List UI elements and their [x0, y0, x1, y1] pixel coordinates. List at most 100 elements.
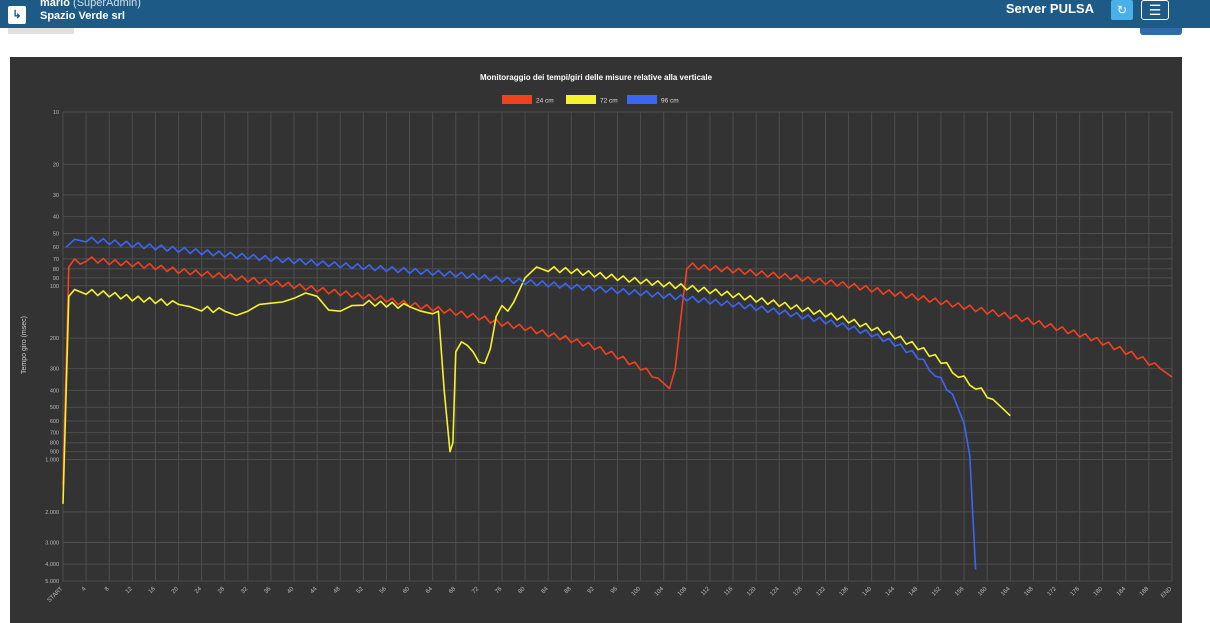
legend-label[interactable]: 24 cm: [536, 98, 554, 105]
x-axis-ticks: START 4 8 12 16 20 24 28 32 36 40 44 48 52 56 60 64 68 72 7…: [47, 586, 1174, 604]
series-line: [62, 256, 1173, 485]
x-tick-label: 12: [125, 586, 134, 595]
y-axis-ticks: 10 20 30 40 50 60 70 80 90 100 200 300 400 500 600 700 8…: [45, 110, 59, 585]
y-tick-label: 60: [53, 245, 59, 251]
y-tick-label: 500: [50, 405, 59, 411]
y-tick-label: 2.000: [45, 510, 59, 516]
user-role: (SuperAdmin): [73, 0, 141, 9]
y-tick-label: 700: [50, 431, 59, 437]
x-tick-label: 168: [1023, 586, 1035, 598]
y-tick-label: 90: [53, 276, 59, 282]
x-tick-label: 8: [104, 586, 111, 593]
server-label: Server PULSA: [1005, 1, 1094, 16]
y-tick-label: 50: [53, 231, 59, 237]
x-tick-label: 24: [194, 586, 203, 595]
hamburger-menu-icon: ☰: [1148, 2, 1162, 18]
x-tick-label: 184: [1116, 586, 1128, 598]
x-tick-label: 4: [81, 586, 88, 593]
x-tick-label: 136: [839, 586, 851, 598]
user-info: mario (SuperAdmin): [40, 0, 141, 9]
x-tick-label: START: [47, 586, 65, 604]
y-tick-label: 900: [50, 450, 59, 456]
y-tick-label: 200: [50, 336, 59, 342]
x-tick-label: 88: [564, 586, 573, 595]
chart-series: [62, 236, 1173, 570]
legend-swatch[interactable]: [627, 95, 657, 104]
y-tick-label: 3.000: [45, 540, 59, 546]
x-tick-label: 28: [217, 586, 226, 595]
x-tick-label: 188: [1139, 586, 1151, 598]
x-tick-label: END: [1160, 586, 1174, 600]
chart-grid: [62, 111, 1173, 582]
x-tick-label: 48: [333, 586, 342, 595]
x-tick-label: 116: [723, 586, 734, 597]
y-tick-label: 10: [53, 110, 59, 116]
x-tick-label: 140: [862, 586, 874, 598]
y-tick-label: 70: [53, 257, 59, 263]
x-tick-label: 84: [541, 586, 550, 595]
series-line: [62, 265, 1011, 504]
x-tick-label: 156: [954, 586, 966, 598]
y-tick-label: 4.000: [45, 562, 59, 568]
x-tick-label: 152: [931, 586, 943, 598]
x-tick-label: 112: [700, 586, 711, 597]
x-tick-label: 132: [816, 586, 828, 598]
y-tick-label: 400: [50, 388, 59, 394]
y-tick-label: 300: [50, 367, 59, 373]
x-tick-label: 144: [885, 586, 897, 598]
x-tick-label: 80: [518, 586, 527, 595]
action-button-stub[interactable]: [1140, 28, 1182, 35]
line-chart: Monitoraggio dei tempi/giri delle misure…: [21, 73, 1174, 604]
company-name: Spazio Verde srl: [40, 10, 125, 22]
x-tick-label: 68: [448, 586, 457, 595]
x-tick-label: 160: [977, 586, 989, 598]
x-tick-label: 16: [148, 586, 157, 595]
x-tick-label: 172: [1047, 586, 1059, 598]
x-tick-label: 164: [1000, 586, 1012, 598]
x-tick-label: 176: [1070, 586, 1082, 598]
y-tick-label: 800: [50, 441, 59, 447]
refresh-button[interactable]: ↻: [1111, 0, 1133, 20]
y-tick-label: 5.000: [45, 579, 59, 585]
legend-swatch[interactable]: [566, 95, 596, 104]
x-tick-label: 148: [908, 586, 920, 598]
y-tick-label: 30: [53, 193, 59, 199]
x-tick-label: 64: [425, 586, 434, 595]
x-tick-label: 128: [792, 586, 804, 598]
x-tick-label: 120: [746, 586, 758, 598]
x-tick-label: 52: [356, 586, 365, 595]
y-tick-label: 80: [53, 267, 59, 273]
x-tick-label: 72: [471, 586, 480, 595]
y-tick-label: 1.000: [45, 458, 59, 464]
y-tick-label: 20: [53, 162, 59, 168]
x-tick-label: 44: [310, 586, 319, 595]
y-tick-label: 100: [50, 284, 59, 290]
x-tick-label: 76: [494, 586, 503, 595]
refresh-icon: ↻: [1116, 3, 1128, 17]
series-line: [65, 236, 977, 570]
x-tick-label: 56: [379, 586, 388, 595]
logout-icon[interactable]: ↳: [8, 6, 26, 24]
chart-title: Monitoraggio dei tempi/giri delle misure…: [480, 73, 713, 82]
tab-stub[interactable]: [8, 28, 74, 34]
x-tick-label: 20: [171, 586, 180, 595]
y-tick-label: 600: [50, 419, 59, 425]
y-tick-label: 40: [53, 215, 59, 221]
x-tick-label: 96: [610, 586, 619, 595]
menu-button[interactable]: ☰: [1141, 0, 1169, 20]
x-tick-label: 124: [769, 586, 781, 598]
chart-legend: 24 cm 72 cm 96 cm: [502, 95, 679, 105]
legend-label[interactable]: 96 cm: [661, 98, 679, 105]
x-tick-label: 180: [1093, 586, 1105, 598]
top-navbar: ↳ mario (SuperAdmin) Spazio Verde srl Se…: [0, 0, 1210, 28]
x-tick-label: 32: [240, 586, 249, 595]
x-tick-label: 40: [286, 586, 295, 595]
legend-swatch[interactable]: [502, 95, 532, 104]
legend-label[interactable]: 72 cm: [600, 98, 618, 105]
x-tick-label: 104: [654, 586, 666, 598]
y-axis-label: Tempo giro (msec): [21, 316, 28, 374]
chart-panel: Monitoraggio dei tempi/giri delle misure…: [10, 57, 1182, 623]
x-tick-label: 100: [631, 586, 643, 598]
x-tick-label: 92: [587, 586, 596, 595]
x-tick-label: 108: [677, 586, 689, 598]
